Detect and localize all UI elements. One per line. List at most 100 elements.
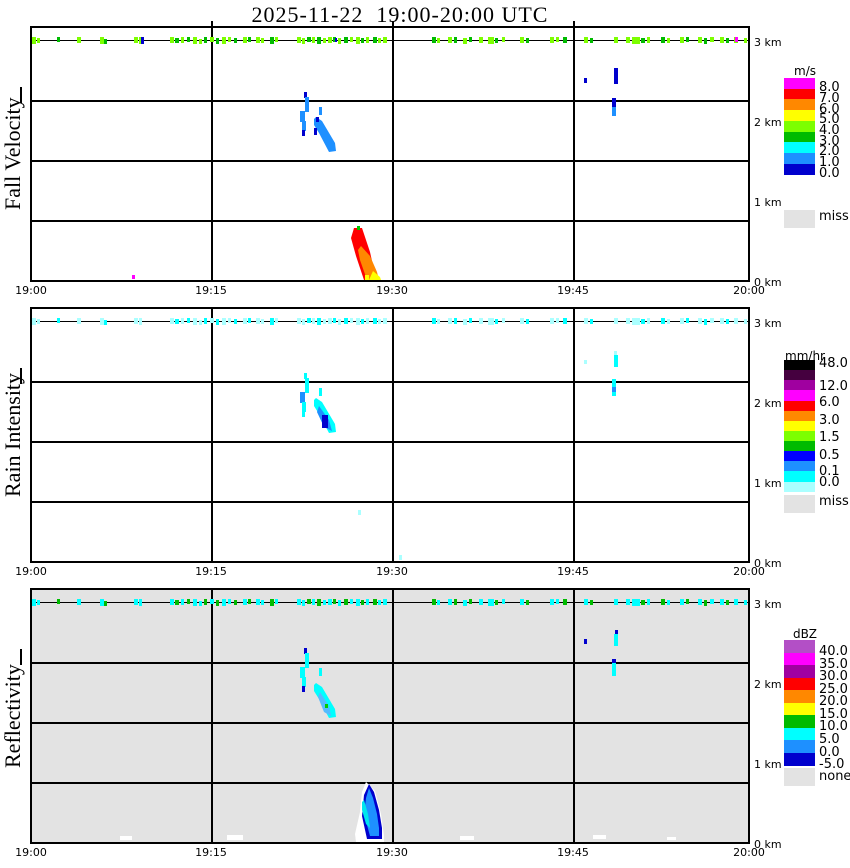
echo-dot-26 [297, 599, 301, 605]
legend-color-band [784, 142, 815, 154]
echo-dot-67 [680, 599, 684, 605]
echo-feature-rect-0 [304, 373, 307, 379]
echo-dot-2 [57, 37, 60, 42]
panel-grid-svg [30, 26, 750, 282]
echo-feature-rect-3 [302, 402, 306, 412]
echo-feature-poly-0 [314, 117, 336, 152]
echo-dot-41 [378, 600, 381, 605]
v-gridline-0 [211, 588, 213, 844]
x-tick-label: 19:00 [15, 846, 47, 859]
echo-dot-7 [139, 599, 142, 606]
echo-dot-25 [275, 37, 278, 42]
echo-dot-54 [526, 319, 529, 324]
echo-dot-66 [667, 319, 670, 324]
echo-dot-53 [520, 37, 524, 43]
legend-color-band [784, 740, 815, 753]
echo-feature-rect-14 [460, 836, 474, 840]
y-axis-tick [20, 368, 22, 384]
echo-dot-23 [261, 600, 264, 605]
echo-dot-57 [563, 599, 567, 605]
echo-dot-15 [210, 37, 214, 42]
x-tick-label: 20:00 [733, 565, 765, 578]
echo-feature-rect-14 [365, 275, 369, 280]
y-axis-label: Fall Velocity [0, 97, 25, 211]
echo-dot-12 [193, 318, 197, 325]
legend-tick-label: 4.0 [819, 123, 840, 138]
km-label: 3 km [754, 36, 782, 49]
echo-dot-50 [488, 318, 494, 325]
legend-color-band [784, 461, 815, 472]
echo-dot-63 [641, 319, 645, 324]
echo-dot-59 [590, 38, 593, 43]
echo-dot-20 [243, 37, 247, 43]
legend-tick-label: 3.0 [819, 134, 840, 149]
echo-dot-24 [270, 599, 274, 606]
echo-dot-45 [448, 37, 452, 43]
legend-tick-label: -5.0 [819, 757, 845, 772]
echo-feature-rect-1 [305, 378, 309, 393]
echo-feature-rect-8 [615, 630, 618, 634]
legend-color-band [784, 410, 815, 422]
echo-dot-29 [312, 318, 315, 324]
legend-color-band [784, 120, 815, 132]
echo-dot-special-0 [141, 37, 144, 44]
legend-tick-label: 7.0 [819, 91, 840, 106]
echo-dot-36 [350, 37, 353, 42]
echo-feature-rect-1 [305, 97, 309, 112]
echo-dot-35 [344, 318, 348, 324]
echo-dot-34 [338, 600, 341, 606]
echo-feature-rect-10 [612, 659, 616, 663]
legend-missing-band [784, 210, 815, 228]
legend-tick-label: 5.0 [819, 732, 840, 747]
echo-dot-20 [243, 599, 247, 605]
km-label: 1 km [754, 477, 782, 490]
echo-dot-56 [556, 599, 559, 604]
km-label: 0 km [754, 557, 782, 570]
echo-feature-rect-11 [612, 387, 616, 392]
gridline-3km [30, 602, 750, 603]
echo-dot-14 [204, 599, 207, 605]
echo-dot-47 [463, 600, 467, 606]
legend-color-band [784, 110, 815, 122]
h-gridline-0 [30, 381, 750, 383]
echo-dot-59 [590, 319, 593, 324]
legend-color-band [784, 752, 815, 766]
echo-dot-72 [720, 318, 724, 324]
echo-dot-0 [32, 37, 36, 44]
echo-dot-6 [134, 37, 138, 43]
echo-dot-67 [680, 37, 684, 43]
echo-dot-35 [344, 599, 348, 605]
echo-feature-rect-13 [357, 226, 360, 230]
echo-dot-65 [661, 599, 665, 605]
echo-dot-13 [199, 39, 202, 44]
echo-dot-37 [356, 318, 360, 325]
echo-dot-24 [270, 318, 274, 325]
echo-dot-30 [317, 318, 321, 325]
echo-dot-63 [641, 600, 645, 605]
border-left [30, 307, 32, 563]
echo-dot-12 [193, 37, 197, 44]
echo-dot-68 [686, 599, 689, 604]
legend-tick-label: 5.0 [819, 112, 840, 127]
echo-dot-8 [170, 599, 174, 605]
echo-feature-rect-4 [302, 686, 305, 692]
echo-dot-65 [661, 37, 665, 43]
v-gridline-2 [573, 307, 575, 563]
legend-tick-label: 0.0 [819, 166, 840, 181]
echo-dot-74 [734, 599, 738, 605]
echo-dot-25 [275, 599, 278, 604]
v-gridline-0 [211, 307, 213, 563]
km-label: 0 km [754, 276, 782, 289]
border-bottom [30, 561, 750, 563]
echo-dot-32 [328, 599, 332, 605]
legend-units-label: m/s [794, 64, 816, 78]
legend-color-band [784, 380, 815, 391]
km-label: 1 km [754, 758, 782, 771]
border-left [30, 588, 32, 844]
x-tick-label: 20:00 [733, 284, 765, 297]
echo-dot-22 [256, 37, 260, 43]
border-left [30, 26, 32, 282]
x-tick-label: 19:30 [376, 565, 408, 578]
echo-feature-rect-2 [300, 111, 305, 122]
echo-dot-72 [720, 37, 724, 43]
